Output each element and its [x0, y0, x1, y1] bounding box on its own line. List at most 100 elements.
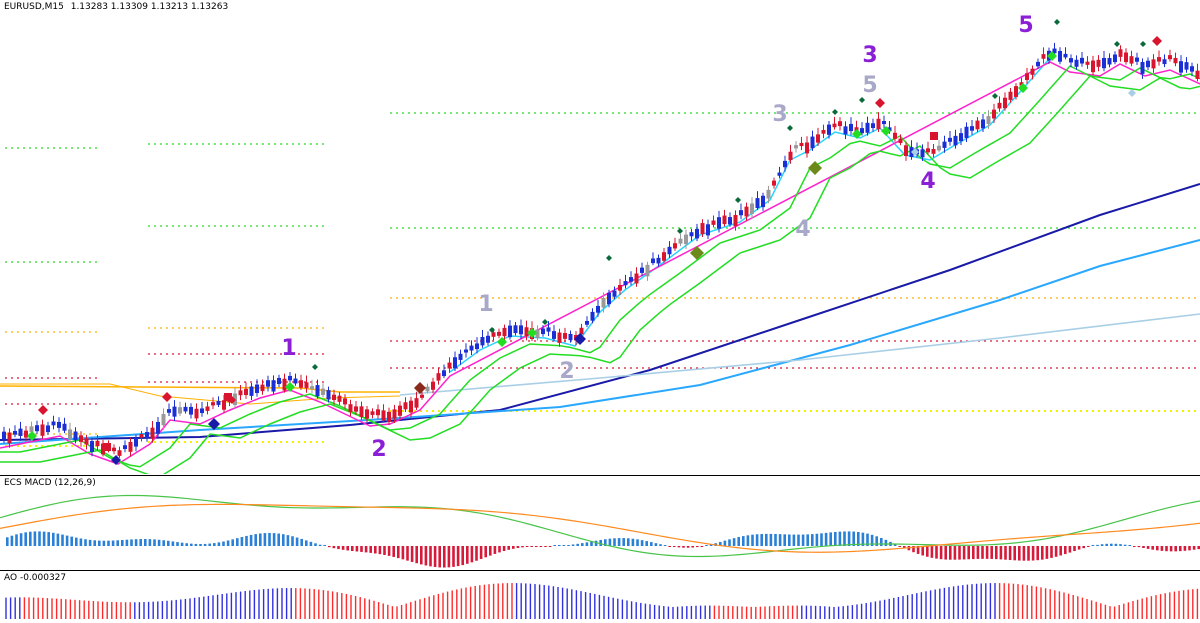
macd-histogram-bar: [857, 531, 860, 546]
candle-body: [260, 384, 265, 392]
macd-histogram-bar: [424, 546, 428, 566]
macd-histogram-bar: [663, 545, 667, 546]
macd-histogram-bar: [79, 538, 83, 546]
macd-histogram-bar: [1036, 546, 1039, 561]
wave-label-5-secondary: 5: [862, 73, 877, 98]
ao-label: AO -0.000327: [4, 573, 67, 583]
candle-body: [711, 220, 716, 225]
macd-histogram-bar: [783, 534, 786, 546]
candle-body: [112, 447, 116, 452]
candle-body: [634, 273, 639, 284]
macd-histogram-bar: [240, 537, 244, 546]
candle-body: [491, 332, 496, 337]
candle-body: [695, 228, 699, 239]
signal-diamond-marker: [1047, 51, 1057, 61]
macd-histogram-bar: [107, 540, 110, 546]
candle-body: [777, 172, 782, 176]
macd-histogram-bar: [875, 536, 878, 546]
candle-body: [277, 377, 281, 385]
candle-body: [24, 430, 28, 438]
macd-histogram-bar: [47, 532, 50, 546]
macd-histogram-bar: [429, 546, 432, 567]
macd-histogram-bar: [130, 539, 133, 546]
macd-histogram-bar: [650, 542, 653, 546]
macd-histogram-bar: [691, 546, 694, 548]
macd-histogram-bar: [1022, 546, 1026, 561]
macd-chart[interactable]: [0, 476, 1200, 570]
candle-body: [123, 445, 127, 450]
candle-body: [57, 421, 61, 428]
macd-histogram-bar: [282, 534, 285, 546]
macd-histogram-bar: [627, 538, 630, 546]
candle-body: [178, 407, 182, 414]
candle-body: [189, 406, 193, 415]
macd-histogram-bar: [360, 546, 363, 552]
candle-body: [656, 257, 661, 264]
macd-histogram-bar: [898, 546, 901, 547]
macd-histogram-bar: [300, 538, 303, 546]
candle-body: [590, 311, 595, 321]
candle-body: [365, 409, 369, 419]
candle-body: [1041, 54, 1046, 59]
candle-body: [117, 450, 122, 456]
macd-histogram-bar: [585, 542, 589, 546]
macd-histogram-bar: [792, 534, 796, 546]
macd-histogram-bar: [548, 546, 552, 547]
macd-histogram-bar: [995, 546, 998, 560]
candle-body: [464, 349, 468, 353]
macd-pane[interactable]: ECS MACD (12,26,9): [0, 475, 1200, 570]
macd-histogram-bar: [102, 540, 106, 546]
ao-chart[interactable]: [0, 571, 1200, 623]
macd-histogram-bar: [567, 544, 570, 546]
candle-body: [304, 382, 309, 389]
macd-histogram-bar: [1174, 546, 1177, 552]
macd-histogram-bar: [985, 546, 989, 559]
macd-histogram-bar: [930, 546, 934, 558]
candle-body: [62, 423, 67, 431]
candle-body: [546, 327, 551, 332]
candle-body: [442, 370, 446, 377]
candle-body: [1179, 61, 1183, 73]
macd-histogram-bar: [337, 546, 340, 550]
macd-histogram-bar: [314, 543, 317, 546]
macd-histogram-bar: [535, 546, 538, 547]
macd-histogram-bar: [1013, 546, 1016, 561]
macd-histogram-bar: [921, 546, 924, 556]
candle-body: [7, 432, 12, 444]
macd-histogram-bar: [576, 543, 579, 546]
macd-histogram-bar: [516, 546, 520, 548]
macd-histogram-bar: [24, 532, 27, 546]
candle-body: [728, 217, 732, 225]
macd-histogram-bar: [139, 539, 142, 546]
macd-histogram-bar: [121, 539, 124, 546]
macd-histogram-bar: [295, 537, 299, 546]
macd-histogram-bar: [88, 539, 92, 546]
ao-pane[interactable]: AO -0.000327: [0, 570, 1200, 623]
candle-body: [739, 210, 743, 216]
macd-histogram-bar: [1169, 546, 1173, 552]
macd-histogram-bar: [751, 534, 754, 546]
quote-values: 1.13283 1.13309 1.13213 1.13263: [70, 2, 229, 12]
candle-body: [293, 378, 298, 384]
macd-histogram-bar: [1059, 546, 1062, 556]
candle-body: [948, 137, 952, 142]
candle-body: [84, 438, 89, 445]
price-chart-pane[interactable]: 1 2 3 4 5 1 2 3 4 5 EURUSD,M15 1.13283 1.13309 1.…: [0, 0, 1200, 474]
macd-histogram-bar: [38, 531, 41, 546]
fractal-marker: [1114, 41, 1120, 47]
ma-light-line: [399, 313, 1200, 396]
macd-histogram-bar: [1041, 546, 1044, 560]
macd-histogram-bar: [1050, 546, 1053, 558]
macd-histogram-bar: [944, 546, 947, 560]
macd-histogram-bar: [392, 546, 395, 557]
candle-body: [678, 238, 683, 244]
price-chart[interactable]: 1 2 3 4 5 1 2 3 4 5: [0, 0, 1200, 474]
candle-body: [480, 337, 485, 346]
macd-histogram-bar: [999, 546, 1003, 560]
macd-histogram-bar: [272, 533, 276, 546]
candle-body: [403, 402, 408, 410]
candle-body: [370, 411, 375, 415]
candle-body: [1102, 57, 1106, 69]
candle-body: [90, 441, 94, 452]
macd-histogram-bar: [236, 538, 239, 546]
